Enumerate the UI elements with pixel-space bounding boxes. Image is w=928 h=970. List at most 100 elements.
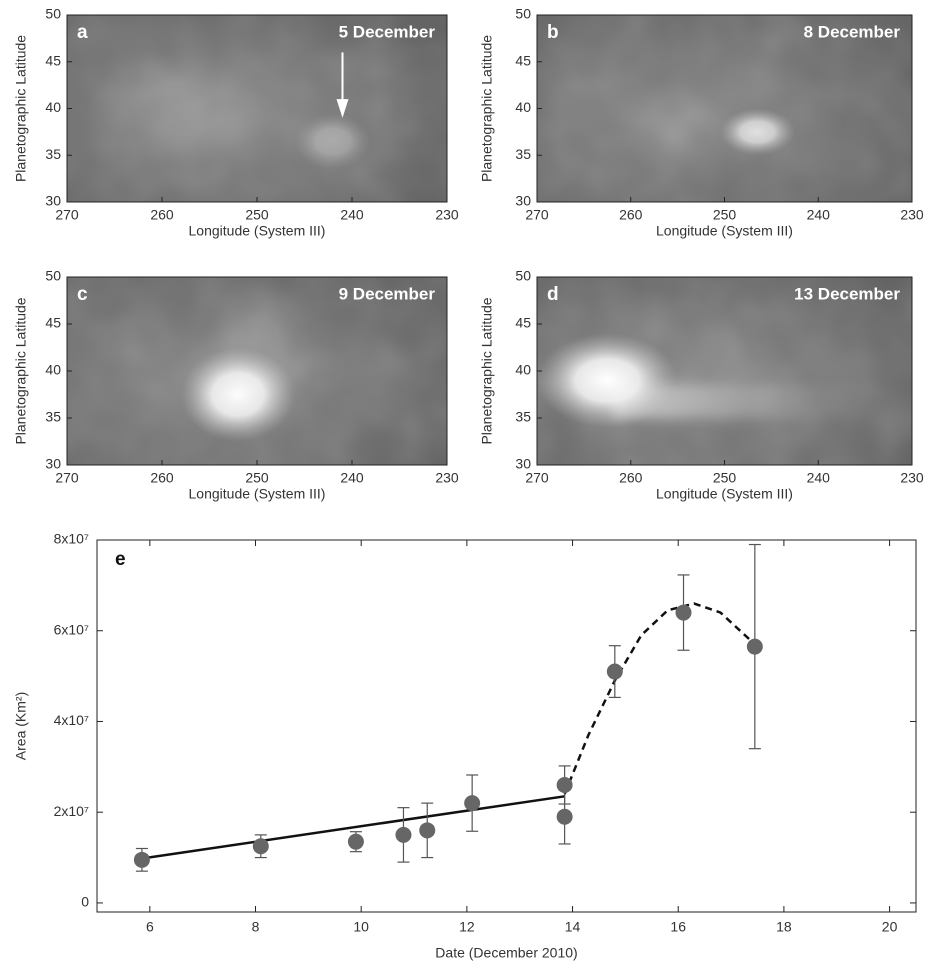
x-tick-label: 260 [619, 207, 643, 223]
x-tick-label: 240 [807, 470, 831, 486]
y-tick-label: 35 [515, 409, 531, 425]
panel-date: 9 December [339, 284, 436, 303]
image-texture [537, 15, 912, 202]
y-tick-label: 30 [515, 456, 531, 472]
x-tick-label: 14 [565, 919, 581, 935]
image-panel: 270 260 250 240 230 30 35 40 45 50 Longitude (Syst… [13, 6, 459, 239]
x-tick-label: 240 [340, 470, 364, 486]
y-tick-label: 35 [45, 409, 61, 425]
y-tick-label: 40 [515, 99, 531, 115]
y-axis-label: Planetographic Latitude [13, 35, 29, 182]
data-point [556, 808, 573, 825]
data-point [606, 663, 623, 680]
storm-cloud [200, 277, 314, 428]
x-tick-label: 230 [435, 207, 459, 223]
y-tick-label: 30 [45, 456, 61, 472]
data-point [395, 826, 412, 843]
y-tick-label: 4x10⁷ [54, 712, 89, 728]
x-tick-label: 20 [882, 919, 898, 935]
x-axis-label: Longitude (System III) [189, 223, 326, 239]
y-tick-label: 45 [515, 315, 531, 331]
y-tick-label: 45 [45, 52, 61, 68]
x-axis-label: Date (December 2010) [435, 945, 577, 961]
data-point [675, 604, 692, 621]
y-tick-label: 50 [45, 268, 61, 284]
x-tick-label: 230 [900, 470, 924, 486]
image-panel: 270 260 250 240 230 30 35 40 45 50 Longitude (Syst… [13, 268, 459, 502]
y-axis-label: Planetographic Latitude [13, 297, 29, 444]
panel-date: 5 December [339, 22, 436, 41]
image [67, 277, 447, 465]
data-point [464, 795, 481, 812]
fit-line [563, 602, 756, 795]
x-axis-label: Longitude (System III) [656, 223, 793, 239]
panel-date: 13 December [794, 284, 900, 303]
x-tick-label: 270 [55, 207, 79, 223]
y-tick-label: 35 [45, 146, 61, 162]
arrow-head [336, 99, 349, 118]
panel-letter: c [77, 284, 88, 305]
x-tick-label: 16 [670, 919, 686, 935]
y-tick-label: 0 [81, 894, 89, 910]
x-tick-label: 12 [459, 919, 475, 935]
image [537, 277, 912, 465]
image-panel: 270 260 250 240 230 30 35 40 45 50 Longitude (Syst… [479, 268, 924, 502]
data-point [746, 638, 763, 655]
x-axis-label: Longitude (System III) [189, 486, 326, 502]
y-tick-label: 50 [45, 6, 61, 22]
x-tick-label: 18 [776, 919, 792, 935]
panel-letter: e [115, 549, 126, 570]
y-axis-label: Area (Km²) [13, 692, 29, 760]
x-axis-label: Longitude (System III) [656, 486, 793, 502]
panel-letter: d [547, 284, 559, 305]
y-tick-label: 8x10⁷ [54, 531, 89, 547]
image [67, 15, 447, 202]
x-tick-label: 260 [150, 470, 174, 486]
y-tick-label: 40 [515, 362, 531, 378]
y-tick-label: 30 [515, 193, 531, 209]
x-tick-label: 6 [146, 919, 154, 935]
x-tick-label: 260 [150, 207, 174, 223]
x-tick-label: 10 [353, 919, 369, 935]
y-axis-label: Planetographic Latitude [479, 35, 495, 182]
x-tick-label: 270 [525, 207, 549, 223]
x-tick-label: 250 [245, 207, 269, 223]
data-point [133, 851, 150, 868]
x-tick-label: 250 [713, 207, 737, 223]
y-tick-label: 45 [45, 315, 61, 331]
x-tick-label: 250 [245, 470, 269, 486]
x-tick-label: 240 [807, 207, 831, 223]
panel-letter: b [547, 22, 559, 43]
x-tick-label: 260 [619, 470, 643, 486]
data-point [252, 838, 269, 855]
fit-line [141, 795, 565, 860]
y-tick-label: 50 [515, 6, 531, 22]
data-point [556, 776, 573, 793]
y-axis-label: Planetographic Latitude [479, 297, 495, 444]
x-tick-label: 230 [900, 207, 924, 223]
x-tick-label: 8 [252, 919, 260, 935]
image-panel: 270 260 250 240 230 30 35 40 45 50 Longitude (Syst… [479, 6, 924, 239]
x-tick-label: 270 [525, 470, 549, 486]
storm-cloud [295, 113, 371, 170]
x-tick-label: 230 [435, 470, 459, 486]
y-tick-label: 2x10⁷ [54, 803, 89, 819]
panel-date: 8 December [804, 22, 901, 41]
y-tick-label: 6x10⁷ [54, 621, 89, 637]
storm-cloud [537, 333, 678, 428]
storm-cloud [719, 108, 795, 156]
scatter-panel: 6 8 10 12 14 16 18 20 0 2x10⁷ 4x10⁷ 6x10⁷ 8x10⁷ Date … [13, 531, 917, 961]
y-tick-label: 45 [515, 52, 531, 68]
x-tick-label: 270 [55, 470, 79, 486]
data-point [419, 822, 436, 839]
x-tick-label: 250 [713, 470, 737, 486]
y-tick-label: 40 [45, 99, 61, 115]
data-point [347, 833, 364, 850]
plot-frame [96, 539, 917, 913]
image [537, 15, 912, 202]
y-tick-label: 40 [45, 362, 61, 378]
storm-cloud [86, 52, 276, 165]
y-tick-label: 35 [515, 146, 531, 162]
